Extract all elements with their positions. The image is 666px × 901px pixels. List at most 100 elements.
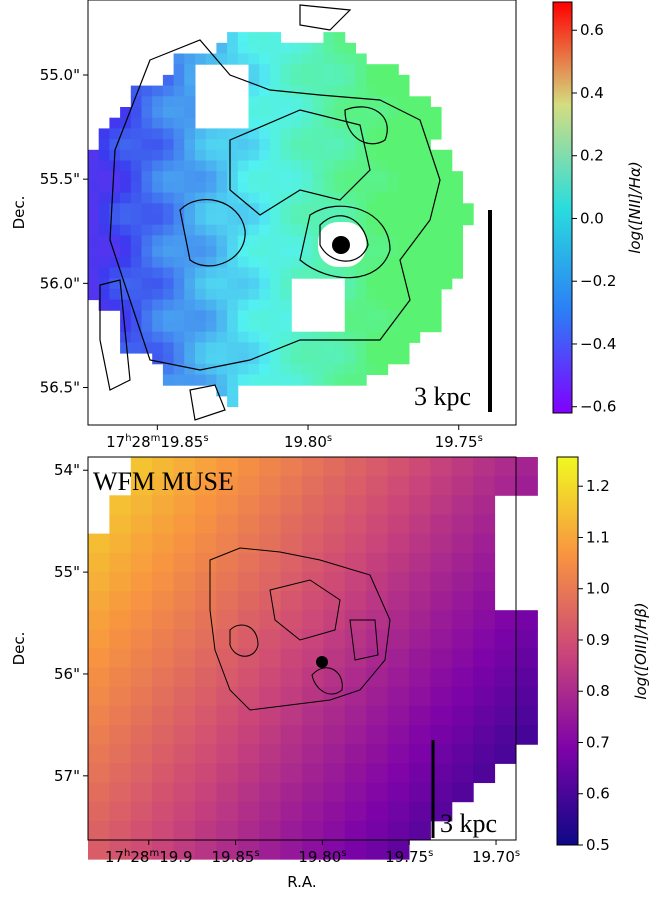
map-pixel — [109, 160, 121, 172]
map-pixel — [419, 310, 431, 322]
map-pixel — [152, 763, 175, 784]
map-pixel — [237, 374, 249, 386]
map-pixel — [248, 149, 260, 161]
map-pixel — [130, 288, 142, 301]
map-pixel — [184, 310, 196, 322]
map-pixel — [280, 256, 292, 268]
map-pixel — [248, 64, 260, 76]
map-pixel — [323, 648, 346, 669]
map-pixel — [366, 725, 389, 745]
map-pixel — [173, 667, 196, 688]
x-tick-label: 19.70s — [472, 848, 520, 866]
map-pixel — [302, 457, 324, 477]
map-pixel — [344, 476, 367, 496]
map-pixel — [88, 629, 110, 649]
map-pixel — [98, 192, 110, 204]
map-pixel — [409, 782, 431, 803]
map-pixel — [366, 457, 389, 477]
map-pixel — [398, 256, 410, 268]
map-pixel — [195, 840, 217, 860]
map-pixel — [344, 74, 356, 87]
map-pixel — [430, 591, 453, 611]
map-pixel — [376, 353, 389, 365]
map-pixel — [398, 160, 410, 172]
map-pixel — [323, 552, 346, 573]
map-pixel — [419, 160, 431, 172]
map-pixel — [398, 214, 410, 226]
map-pixel — [195, 192, 207, 204]
map-pixel — [291, 74, 303, 87]
map-pixel — [419, 107, 431, 119]
map-pixel — [323, 342, 335, 354]
map-pixel — [366, 782, 389, 803]
map-pixel — [344, 840, 367, 860]
map-pixel — [323, 801, 346, 822]
map-pixel — [312, 85, 324, 97]
map-pixel — [376, 224, 389, 236]
map-pixel — [344, 53, 356, 65]
map-pixel — [334, 181, 346, 194]
map-pixel — [355, 310, 367, 322]
map-pixel — [173, 321, 185, 333]
map-pixel — [366, 107, 378, 119]
map-pixel — [398, 203, 410, 215]
map-pixel — [430, 278, 442, 290]
map-pixel — [312, 171, 324, 183]
map-pixel — [130, 235, 142, 247]
map-pixel — [248, 299, 260, 311]
map-pixel — [473, 495, 496, 515]
map-pixel — [355, 139, 367, 151]
map-pixel — [441, 235, 453, 247]
map-pixel — [344, 117, 356, 129]
map-pixel — [312, 64, 324, 76]
map-pixel — [473, 476, 496, 496]
map-pixel — [109, 533, 132, 554]
map-pixel — [162, 139, 175, 151]
map-pixel — [376, 192, 389, 204]
map-pixel — [280, 203, 292, 215]
map-pixel — [376, 171, 389, 183]
map-pixel — [409, 203, 421, 215]
map-pixel — [227, 224, 239, 236]
map-pixel — [259, 552, 282, 573]
map-pixel — [344, 591, 367, 611]
map-pixel — [430, 256, 442, 268]
map-pixel — [109, 128, 121, 140]
map-pixel — [109, 299, 121, 311]
map-pixel — [280, 801, 303, 822]
map-pixel — [216, 181, 228, 194]
map-pixel — [237, 457, 260, 477]
map-pixel — [312, 149, 324, 161]
map-pixel — [451, 744, 474, 764]
map-pixel — [280, 533, 303, 554]
map-pixel — [409, 96, 421, 108]
map-pixel — [430, 149, 442, 161]
map-pixel — [291, 331, 303, 343]
map-pixel — [291, 160, 303, 172]
x-tick-label-part: 28 — [132, 433, 151, 451]
map-pixel — [312, 74, 324, 87]
y-axis-label: Dec. — [10, 632, 28, 666]
map-pixel — [280, 235, 292, 247]
map-pixel — [473, 552, 496, 573]
map-pixel — [312, 331, 324, 343]
map-pixel — [387, 64, 399, 76]
map-pixel — [366, 267, 378, 279]
nucleus — [316, 656, 328, 668]
map-pixel — [344, 214, 356, 226]
map-pixel — [88, 181, 100, 194]
map-pixel — [409, 267, 421, 279]
map-pixel — [302, 267, 314, 279]
map-pixel — [216, 629, 239, 649]
map-pixel — [152, 117, 164, 129]
x-tick-label-part: 19.80 — [298, 848, 341, 866]
map-pixel — [302, 192, 314, 204]
map-pixel — [259, 128, 271, 140]
map-pixel — [409, 321, 421, 333]
map-pixel — [248, 246, 260, 258]
map-pixel — [280, 288, 292, 301]
map-pixel — [398, 181, 410, 194]
map-pixel — [387, 74, 399, 87]
map-pixel — [312, 342, 324, 354]
map-pixel — [109, 235, 121, 247]
